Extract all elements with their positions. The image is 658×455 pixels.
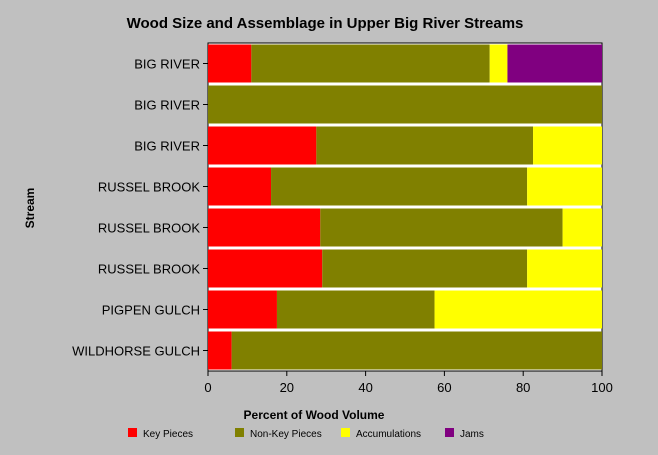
bar-accumulations-0 [489,44,508,83]
x-tick-label: 60 [437,380,451,395]
bar-key-pieces-0 [208,44,252,83]
x-axis-ticks: 0 20 40 60 80 100 [204,371,613,395]
legend-label: Non-Key Pieces [250,429,322,440]
x-tick-label: 80 [516,380,530,395]
legend-label: Jams [460,429,484,440]
bar-accumulations-5 [527,249,602,288]
legend-label: Accumulations [356,429,421,440]
category-label: RUSSEL BROOK [98,262,200,277]
bars-layer [208,44,602,370]
x-tick-label: 100 [591,380,613,395]
x-axis-title: Percent of Wood Volume [244,408,385,422]
bar-key-pieces-2 [208,126,317,165]
category-label: WILDHORSE GULCH [72,344,200,359]
bar-non-key-pieces-5 [322,249,528,288]
category-label: RUSSEL BROOK [98,180,200,195]
bar-non-key-pieces-3 [271,167,528,206]
x-tick-label: 40 [358,380,372,395]
bar-key-pieces-3 [208,167,272,206]
bar-key-pieces-6 [208,290,277,329]
bar-accumulations-3 [527,167,602,206]
category-label: RUSSEL BROOK [98,221,200,236]
bar-non-key-pieces-4 [320,208,563,247]
bar-accumulations-4 [562,208,602,247]
bar-key-pieces-4 [208,208,321,247]
bar-non-key-pieces-0 [251,44,490,83]
bar-key-pieces-5 [208,249,323,288]
bar-accumulations-2 [533,126,602,165]
bar-non-key-pieces-6 [276,290,435,329]
bar-accumulations-6 [434,290,602,329]
bar-jams-0 [507,44,602,83]
category-label: BIG RIVER [134,98,200,113]
y-axis-title: Stream [23,188,37,229]
legend: Key Pieces Non-Key Pieces Accumulations Jam… [128,428,484,440]
bar-non-key-pieces-7 [231,331,602,370]
legend-label: Key Pieces [143,429,193,440]
legend-swatch [341,428,350,437]
x-tick-label: 0 [204,380,211,395]
category-labels: BIG RIVER BIG RIVER BIG RIVER RUSSEL BROOK R… [72,57,208,359]
x-tick-label: 20 [280,380,294,395]
bar-non-key-pieces-2 [316,126,534,165]
category-label: BIG RIVER [134,139,200,154]
category-label: BIG RIVER [134,57,200,72]
chart-title: Wood Size and Assemblage in Upper Big Ri… [127,15,524,32]
legend-swatch [445,428,454,437]
legend-swatch [235,428,244,437]
category-label: PIGPEN GULCH [102,303,200,318]
bar-non-key-pieces-1 [208,85,602,124]
bar-key-pieces-7 [208,331,232,370]
legend-swatch [128,428,137,437]
